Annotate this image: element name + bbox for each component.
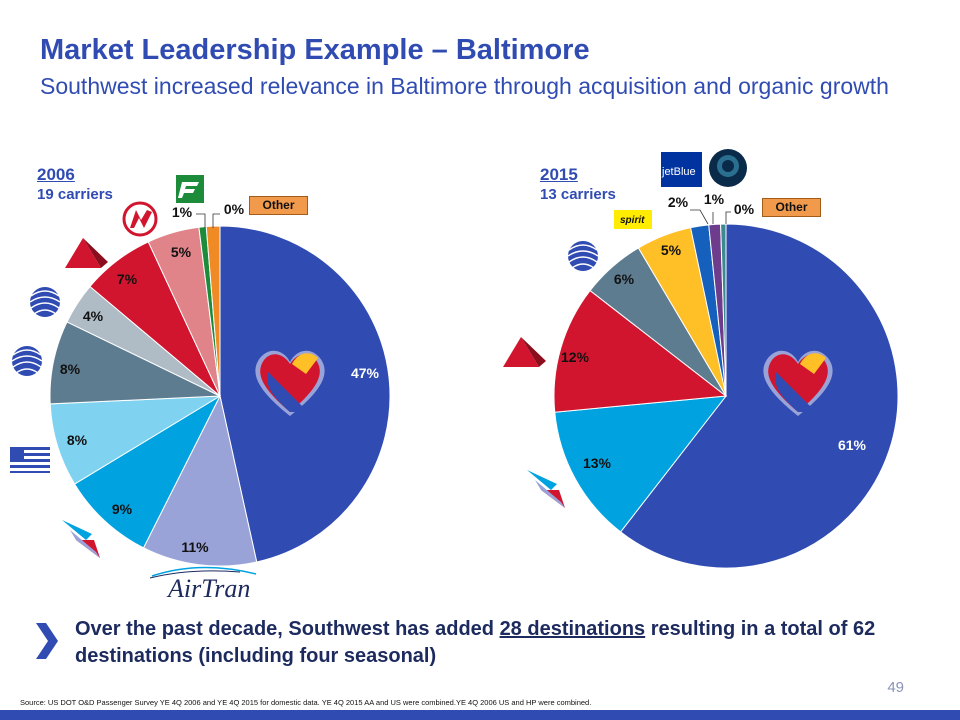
slice-label: 13% <box>583 455 612 471</box>
chart-2015-carriers: 13 carriers <box>540 186 616 203</box>
slice-label: 1% <box>172 204 193 220</box>
slice-label: 0% <box>734 201 755 217</box>
slice-label: 11% <box>181 539 209 555</box>
chart-2006-title: 2006 <box>37 165 75 184</box>
slice-label: 8% <box>67 432 88 448</box>
spirit-logo-icon: spirit <box>614 210 652 229</box>
source-note: Source: US DOT O&D Passenger Survey YE 4… <box>20 698 592 707</box>
delta-logo-icon <box>503 337 546 367</box>
slice-label: 0% <box>224 201 245 217</box>
airtran-logo-icon: AirTran <box>149 566 257 603</box>
southwest-heart-icon <box>763 350 833 416</box>
american-logo-icon <box>62 520 100 558</box>
leader-lines-2015 <box>690 209 731 225</box>
slice-label: 12% <box>561 349 590 365</box>
frontier-logo-icon <box>176 175 204 203</box>
united-globe-icon <box>11 346 43 376</box>
slice-label: 6% <box>614 271 635 287</box>
slice-label: 2% <box>668 194 689 210</box>
jetblue-logo-icon: jetBlue <box>661 152 702 187</box>
other-label-2015: Other <box>762 198 821 217</box>
pie-slice <box>554 395 728 533</box>
slice-label: 1% <box>704 191 725 207</box>
united-globe-icon <box>567 241 599 271</box>
slice-label: 5% <box>171 244 192 260</box>
chart-2015-title: 2015 <box>540 165 578 184</box>
alaska-logo-icon <box>709 149 747 187</box>
summary-highlight: 28 destinations <box>499 618 646 640</box>
jetblue-logo-text: jetBlue <box>661 166 696 178</box>
slice-label: 47% <box>351 365 380 381</box>
chevron-right-icon <box>36 623 58 659</box>
southwest-heart-icon <box>255 350 325 416</box>
other-label-2006: Other <box>249 196 308 215</box>
slice-label: 8% <box>60 361 81 377</box>
pie-slice <box>619 223 899 569</box>
airtran-logo-text: AirTran <box>166 574 250 603</box>
leader-lines-2006 <box>196 213 220 228</box>
slice-label: 4% <box>83 308 104 324</box>
slice-label: 9% <box>112 501 133 517</box>
page-subtitle: Southwest increased relevance in Baltimo… <box>40 73 889 99</box>
spirit-logo-text: spirit <box>620 215 645 226</box>
slice-label: 7% <box>117 271 138 287</box>
slice-label: 61% <box>838 437 867 453</box>
northwest-logo-icon <box>122 201 158 237</box>
pie-slice <box>142 394 258 567</box>
united-globe-icon <box>29 287 61 317</box>
delta-logo-icon <box>65 238 108 268</box>
summary-text-part1: Over the past decade, Southwest has adde… <box>75 618 500 640</box>
chart-2006-carriers: 19 carriers <box>37 186 113 203</box>
slice-label: 5% <box>661 242 682 258</box>
page-title: Market Leadership Example – Baltimore <box>40 34 590 66</box>
summary-text: Over the past decade, Southwest has adde… <box>75 616 935 670</box>
footer-bar <box>0 710 960 720</box>
pie-chart-2015: 61% 13% 12% 6% 5% 2% 1% 0% <box>553 191 899 569</box>
pie-slice <box>73 394 222 549</box>
usairways-flag-icon <box>10 447 50 473</box>
pie-chart-2006: 47% 11% 9% 8% 8% 4% 7% 5% 1% 0% <box>49 201 391 567</box>
pie-slice <box>553 289 728 413</box>
american-logo-icon <box>527 470 565 508</box>
summary-text-part2: resulting in a total of 62 destinations … <box>75 618 876 667</box>
page-number: 49 <box>887 679 904 696</box>
